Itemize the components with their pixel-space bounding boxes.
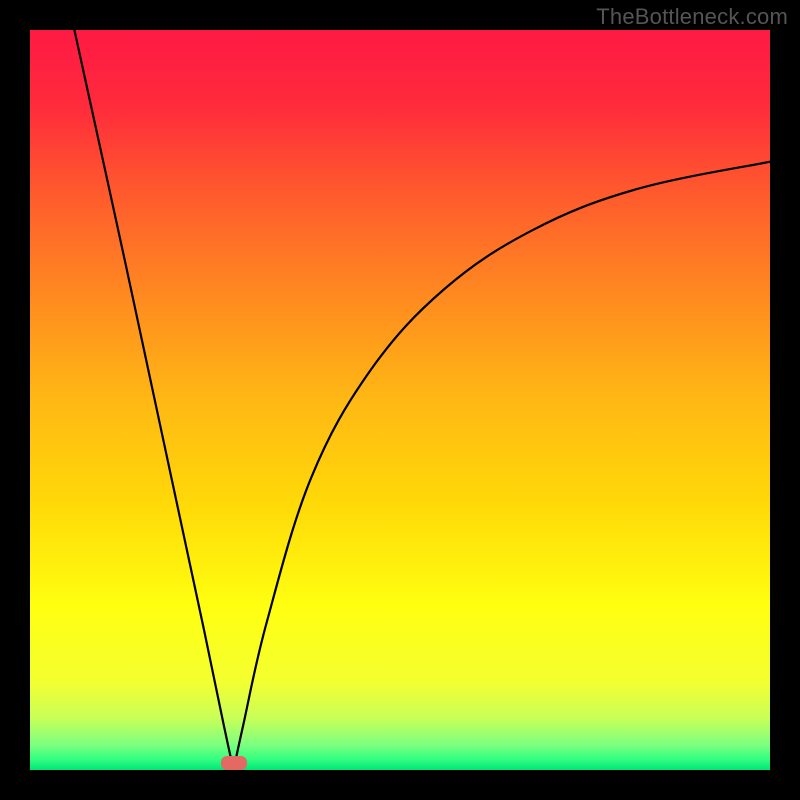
optimum-marker (221, 756, 247, 770)
plot-area (30, 30, 770, 770)
chart-container: TheBottleneck.com (0, 0, 800, 800)
bottleneck-curve (30, 30, 770, 770)
bottleneck-curve-path (74, 30, 770, 770)
watermark: TheBottleneck.com (596, 4, 788, 30)
